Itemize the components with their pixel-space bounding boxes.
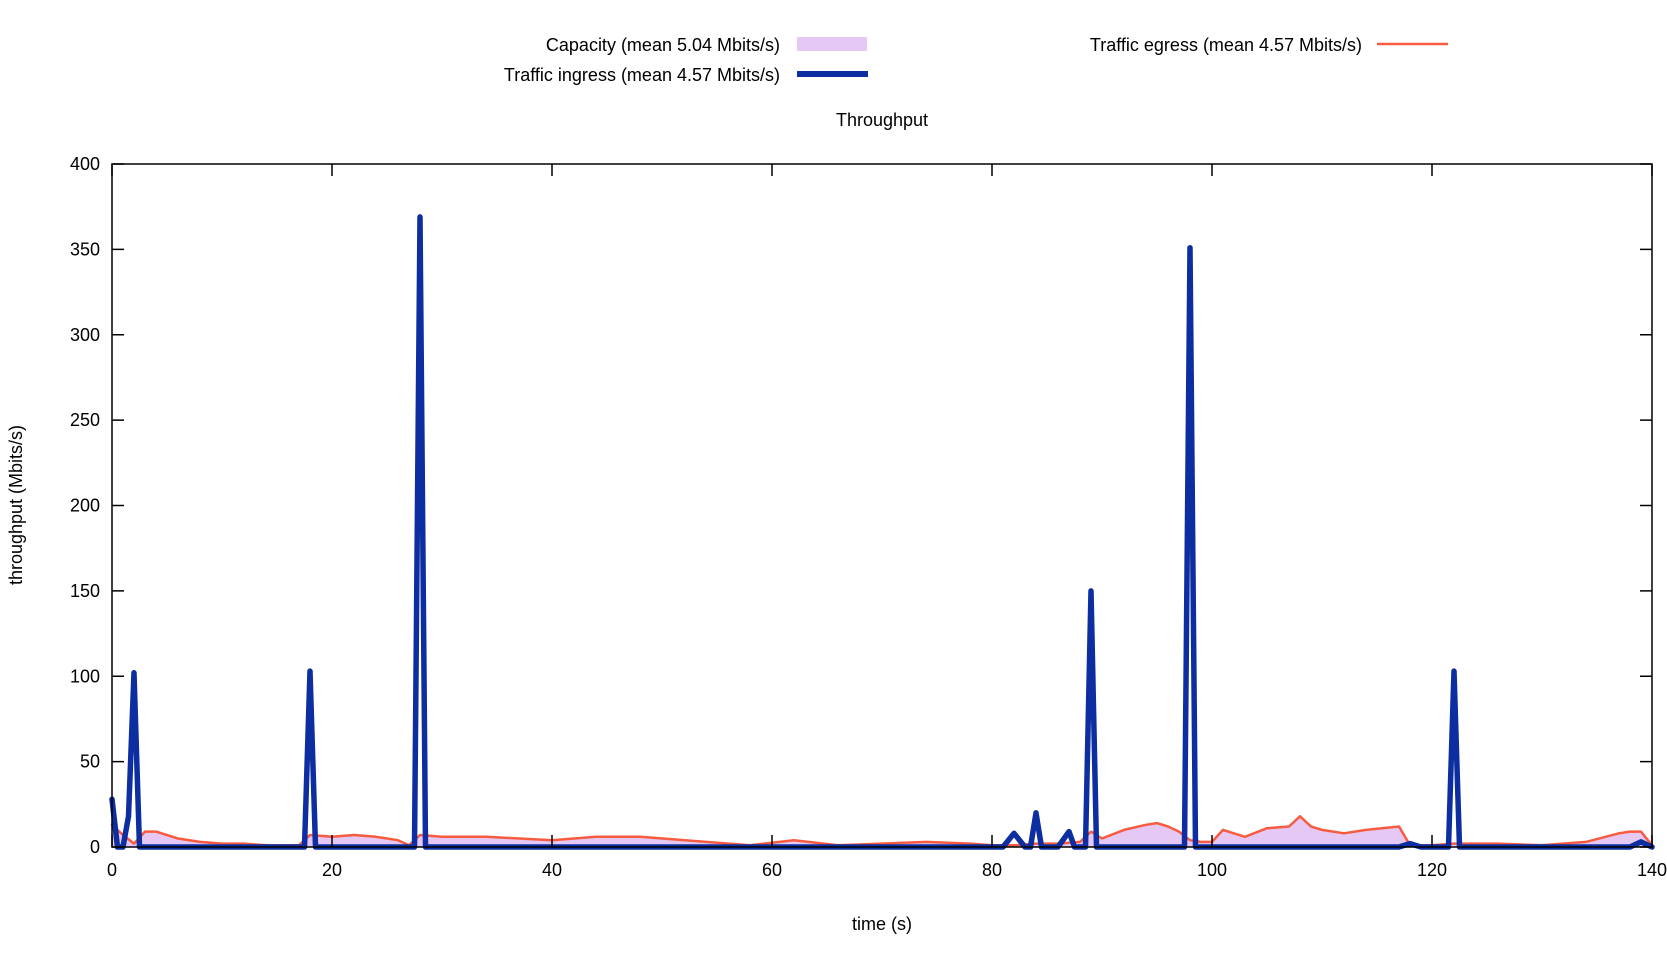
y-tick-label: 0 <box>90 837 100 857</box>
traffic-ingress-line <box>109 214 1655 850</box>
legend-swatch-capacity <box>797 37 867 51</box>
legend-label-traffic-ingress: Traffic ingress (mean 4.57 Mbits/s) <box>504 65 780 85</box>
x-tick-label: 80 <box>982 860 1002 880</box>
y-tick-label: 150 <box>70 581 100 601</box>
chart-title: Throughput <box>836 110 928 130</box>
y-tick-label: 200 <box>70 496 100 516</box>
x-tick-label: 20 <box>322 860 342 880</box>
x-tick-label: 40 <box>542 860 562 880</box>
x-tick-label: 100 <box>1197 860 1227 880</box>
x-tick-label: 120 <box>1417 860 1447 880</box>
x-tick-label: 60 <box>762 860 782 880</box>
x-tick-label: 0 <box>107 860 117 880</box>
plot-series <box>109 214 1655 850</box>
x-axis-label: time (s) <box>852 914 912 934</box>
y-axis-label: throughput (Mbits/s) <box>6 425 26 585</box>
x-tick-label: 140 <box>1637 860 1667 880</box>
y-tick-label: 50 <box>80 752 100 772</box>
legend-label-capacity: Capacity (mean 5.04 Mbits/s) <box>546 35 780 55</box>
legend: Capacity (mean 5.04 Mbits/s) Traffic ing… <box>504 35 1448 85</box>
y-tick-label: 250 <box>70 410 100 430</box>
capacity-area <box>112 816 1652 847</box>
y-tick-label: 300 <box>70 325 100 345</box>
axis-ticks: 0 20 40 60 80 100 120 140 0 50 100 150 200 250 300 350 4… <box>70 154 1667 880</box>
y-tick-label: 350 <box>70 239 100 259</box>
y-tick-label: 400 <box>70 154 100 174</box>
y-tick-label: 100 <box>70 666 100 686</box>
legend-label-traffic-egress: Traffic egress (mean 4.57 Mbits/s) <box>1090 35 1362 55</box>
plot-frame <box>111 163 1653 848</box>
